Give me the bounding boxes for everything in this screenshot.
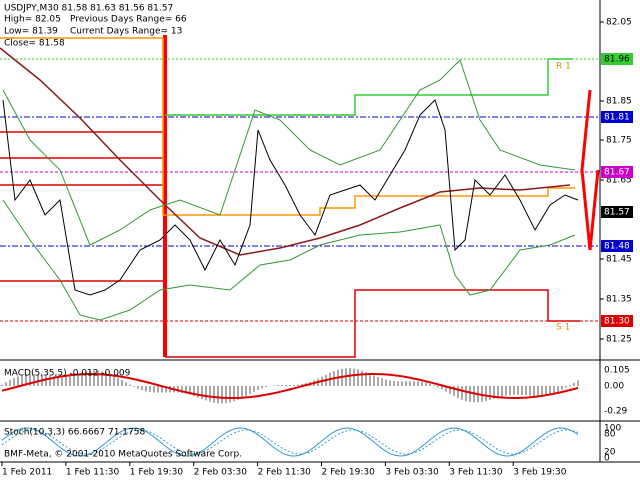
copyright: BMF-Meta, © 2001-2010 MetaQuotes Softwar… bbox=[4, 450, 242, 460]
level-label: S 1 bbox=[556, 323, 570, 333]
price-marker-label: 81.67 bbox=[604, 168, 630, 178]
time-label: 3 Feb 11:30 bbox=[449, 468, 503, 478]
time-label: 3 Feb 19:30 bbox=[513, 468, 567, 478]
stoch-main bbox=[1, 427, 579, 457]
price-marker bbox=[601, 206, 633, 218]
price-label: 81.85 bbox=[606, 97, 632, 107]
price-marker-label: 81.57 bbox=[604, 208, 630, 218]
price-marker bbox=[601, 166, 633, 178]
stoch-axis-label: 100 bbox=[604, 424, 621, 434]
green-line bbox=[165, 58, 572, 116]
header-line: Previous Days Range= 66 bbox=[70, 15, 187, 25]
orange-line bbox=[0, 37, 575, 216]
price-label: 81.35 bbox=[606, 295, 632, 305]
stoch-axis-label: 80 bbox=[604, 430, 616, 440]
price-label: 82.05 bbox=[606, 18, 632, 28]
header-line: Current Days Range= 13 bbox=[70, 27, 182, 37]
header-line: Low= 81.39 bbox=[4, 27, 58, 37]
price-drawing bbox=[0, 35, 600, 358]
price-marker bbox=[601, 240, 633, 252]
price-label: 81.65 bbox=[606, 176, 632, 186]
time-label: 2 Feb 03:30 bbox=[194, 468, 248, 478]
price-label: 81.45 bbox=[606, 255, 632, 265]
price-marker bbox=[601, 315, 633, 327]
price-marker-label: 81.48 bbox=[604, 242, 630, 252]
price-label: 81.25 bbox=[606, 335, 632, 345]
time-label: 1 Feb 2011 bbox=[2, 468, 52, 478]
macd-drawing bbox=[1, 368, 579, 404]
macd-signal bbox=[1, 373, 579, 399]
stoch-axis-label: 0 bbox=[604, 454, 610, 464]
price-marker-label: 81.96 bbox=[604, 55, 630, 65]
macd-axis-label: -0.29 bbox=[604, 407, 628, 417]
header-line: USDJPY,M30 81.58 81.63 81.56 81.57 bbox=[4, 4, 173, 14]
header-line: High= 82.05 bbox=[4, 15, 61, 25]
time-label: 2 Feb 19:30 bbox=[322, 468, 376, 478]
band-lower bbox=[2, 199, 576, 321]
indicator-label: Stoch(10,3,3) 66.6667 71.1758 bbox=[4, 428, 145, 438]
indicator-label: MACD(5,35,5) -0.012 -0.009 bbox=[4, 369, 131, 379]
stoch-drawing bbox=[1, 427, 579, 457]
band-upper bbox=[2, 59, 576, 246]
price-marker-label: 81.30 bbox=[604, 317, 630, 327]
macd-axis-label: 0.105 bbox=[604, 366, 630, 376]
price-line bbox=[2, 99, 579, 296]
time-label: 1 Feb 11:30 bbox=[66, 468, 120, 478]
price-marker-label: 81.81 bbox=[604, 113, 630, 123]
macd-axis-label: 0.00 bbox=[604, 382, 624, 392]
level-label: R 1 bbox=[556, 62, 571, 72]
arrow bbox=[580, 89, 600, 251]
stoch-axis-label: 20 bbox=[604, 448, 616, 458]
time-label: 3 Feb 03:30 bbox=[385, 468, 439, 478]
time-label: 1 Feb 19:30 bbox=[130, 468, 184, 478]
header-line: Close= 81.58 bbox=[4, 39, 65, 49]
time-label: 2 Feb 11:30 bbox=[258, 468, 312, 478]
moving-average bbox=[0, 47, 571, 256]
price-marker bbox=[601, 111, 633, 123]
price-marker bbox=[601, 53, 633, 65]
price-label: 81.75 bbox=[606, 136, 632, 146]
